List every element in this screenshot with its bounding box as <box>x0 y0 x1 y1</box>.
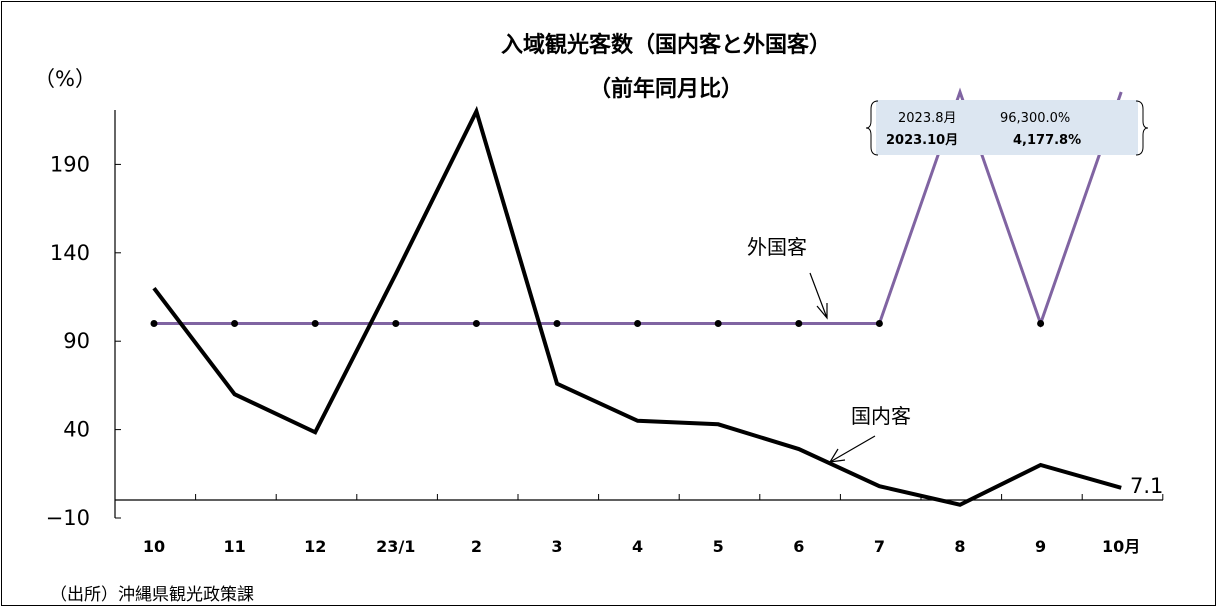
series-point-foreign <box>634 320 642 328</box>
source-note: （出所）沖縄県観光政策課 <box>50 585 254 605</box>
x-tick-label: 10月 <box>1102 537 1140 556</box>
chart-title-line-2: （前年同月比） <box>589 76 743 102</box>
x-tick-label: 8 <box>954 537 965 556</box>
series-point-foreign <box>1037 320 1045 328</box>
series-line-domestic <box>152 105 1122 507</box>
y-tick-label: 90 <box>63 329 90 353</box>
series-label-foreign: 外国客 <box>747 235 807 259</box>
x-tick-label: 6 <box>793 537 804 556</box>
x-tick-label: 4 <box>632 537 643 556</box>
x-tick-label: 2 <box>471 537 482 556</box>
y-tick-label: 140 <box>50 241 90 265</box>
x-tick-label: 9 <box>1035 537 1046 556</box>
series-label-foreign-leader <box>809 272 828 320</box>
callout-right-brace <box>1135 100 1149 156</box>
x-tick-label: 5 <box>713 537 724 556</box>
x-tick-label: 7 <box>874 537 885 556</box>
x-tick-label: 3 <box>551 537 562 556</box>
series-label-domestic-leader <box>828 435 876 463</box>
callout-value-2: 4,177.8% <box>1013 133 1081 148</box>
series-point-foreign <box>875 320 883 328</box>
y-tick-label: −10 <box>46 506 90 530</box>
x-tick-label: 12 <box>304 537 326 556</box>
series-point-foreign <box>795 320 803 328</box>
series-point-foreign <box>553 320 561 328</box>
series-layer <box>150 87 1123 507</box>
x-tick-label: 11 <box>223 537 245 556</box>
callout-background <box>876 100 1138 155</box>
series-label-domestic: 国内客 <box>851 404 911 428</box>
series-point-foreign <box>392 320 400 328</box>
series-point-foreign <box>472 320 480 328</box>
y-tick-label: 40 <box>63 418 90 442</box>
callout-period-2: 2023.10月 <box>886 133 958 148</box>
callout-period-1: 2023.8月 <box>898 111 957 126</box>
chart-title-line-1: 入域観光客数（国内客と外国客） <box>501 32 831 58</box>
series-point-foreign <box>311 320 319 328</box>
series-point-foreign <box>231 320 239 328</box>
end-value-label: 7.1 <box>1130 474 1163 498</box>
x-tick-labels: 10 11 12 23/1 2 3 4 5 6 7 8 9 10月 <box>143 537 1140 556</box>
y-tick-labels: −10 40 90 140 190 <box>46 152 90 530</box>
callout-box: 2023.8月 96,300.0% 2023.10月 4,177.8% <box>865 100 1149 156</box>
axes <box>114 110 1164 519</box>
series-point-foreign <box>150 320 158 328</box>
x-tick-label: 23/1 <box>376 537 415 556</box>
callout-left-brace <box>865 100 879 156</box>
series-point-foreign <box>714 320 722 328</box>
y-tick-label: 190 <box>50 152 90 176</box>
callout-value-1: 96,300.0% <box>1000 111 1070 126</box>
y-axis-unit: （%） <box>34 67 96 91</box>
x-tick-label: 10 <box>143 537 165 556</box>
